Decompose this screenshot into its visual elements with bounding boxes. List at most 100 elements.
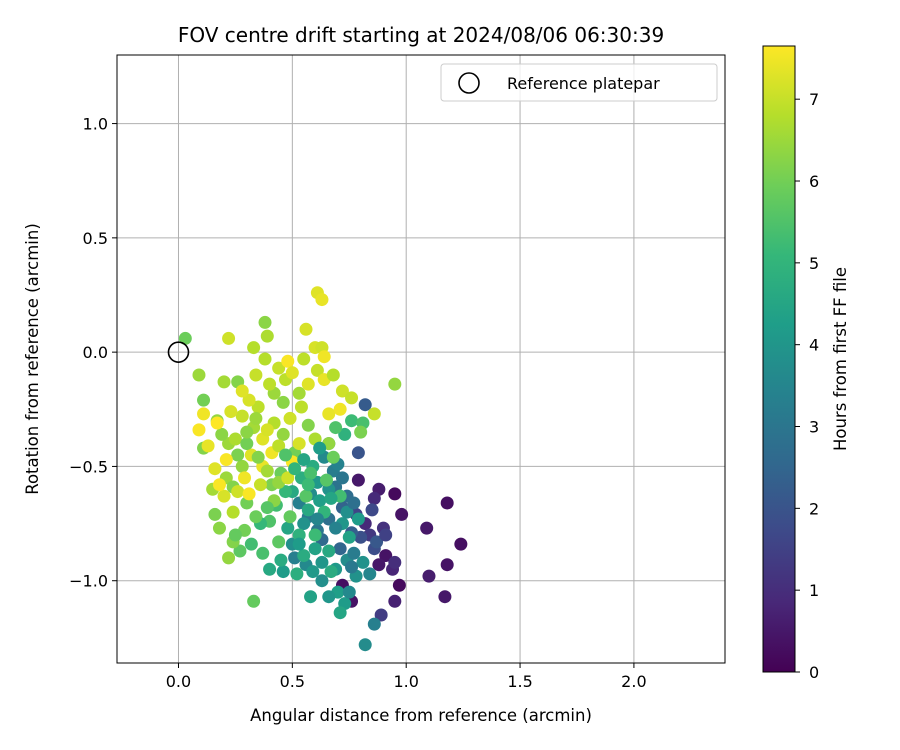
data-point xyxy=(240,425,254,439)
data-point xyxy=(345,414,359,428)
data-point xyxy=(272,439,286,453)
data-point xyxy=(260,501,274,515)
data-point xyxy=(315,555,329,569)
y-tick-label: −0.5 xyxy=(69,457,108,476)
data-point xyxy=(322,590,336,604)
y-axis-title: Rotation from reference (arcmin) xyxy=(23,223,42,495)
data-point xyxy=(388,377,402,391)
data-point xyxy=(351,446,365,460)
data-point xyxy=(370,535,384,549)
data-point xyxy=(249,411,263,425)
data-point xyxy=(258,315,272,329)
data-point xyxy=(392,578,406,592)
colorbar: 0 1 2 3 4 5 6 7 Hours from first FF file xyxy=(762,45,850,682)
data-point xyxy=(379,549,393,563)
chart-title: FOV centre drift starting at 2024/08/06 … xyxy=(178,23,664,47)
data-point xyxy=(351,473,365,487)
data-point xyxy=(317,350,331,364)
data-point xyxy=(279,485,293,499)
legend-box xyxy=(440,63,718,102)
data-point xyxy=(333,606,347,620)
data-point xyxy=(244,537,258,551)
data-point xyxy=(310,363,324,377)
data-point xyxy=(367,617,381,631)
data-point xyxy=(235,459,249,473)
data-point xyxy=(356,555,370,569)
data-point xyxy=(322,544,336,558)
x-tick-label: 1.5 xyxy=(507,672,532,691)
data-point xyxy=(313,494,327,508)
data-point xyxy=(290,567,304,581)
data-point xyxy=(367,491,381,505)
data-point xyxy=(212,521,226,535)
data-point xyxy=(247,341,261,355)
data-point xyxy=(260,329,274,343)
data-point xyxy=(210,416,224,430)
data-point xyxy=(347,546,361,560)
data-point xyxy=(388,555,402,569)
y-tick-label: 0.5 xyxy=(83,229,108,248)
data-point xyxy=(197,407,211,421)
data-point xyxy=(276,565,290,579)
data-point xyxy=(351,512,365,526)
data-point xyxy=(329,421,343,435)
data-point xyxy=(297,453,311,467)
data-point xyxy=(304,590,318,604)
x-axis-title: Angular distance from reference (arcmin) xyxy=(250,706,592,725)
data-point xyxy=(281,354,295,368)
x-tick-label: 0.0 xyxy=(166,672,191,691)
data-point xyxy=(253,478,267,492)
data-point xyxy=(326,368,340,382)
data-point xyxy=(238,471,252,485)
data-point xyxy=(301,478,315,492)
data-point xyxy=(240,437,254,451)
colorbar-tick-label: 6 xyxy=(809,172,819,191)
data-point xyxy=(340,505,354,519)
colorbar-tick-label: 2 xyxy=(809,499,819,518)
data-point xyxy=(372,558,386,572)
data-point xyxy=(297,352,311,366)
x-tick-label: 0.5 xyxy=(280,672,305,691)
data-point xyxy=(395,507,409,521)
data-point xyxy=(272,361,286,375)
data-point xyxy=(306,565,320,579)
data-point xyxy=(283,510,297,524)
colorbar-gradient xyxy=(762,45,796,673)
data-point xyxy=(292,437,306,451)
data-point xyxy=(235,384,249,398)
data-point xyxy=(288,462,302,476)
data-point xyxy=(263,562,277,576)
data-point xyxy=(322,407,336,421)
data-point xyxy=(388,487,402,501)
data-point xyxy=(319,473,333,487)
data-point xyxy=(235,409,249,423)
y-tick-label: 1.0 xyxy=(83,115,108,134)
plot-frame xyxy=(116,54,726,664)
data-point xyxy=(342,530,356,544)
data-point xyxy=(358,638,372,652)
data-point xyxy=(440,558,454,572)
data-point xyxy=(226,505,240,519)
x-tick-label: 2.0 xyxy=(621,672,646,691)
x-axis-ticks: 0.0 0.5 1.0 1.5 2.0 xyxy=(166,663,647,691)
data-point xyxy=(308,528,322,542)
legend-entry-reference: Reference platepar xyxy=(507,74,660,93)
y-tick-label: 0.0 xyxy=(83,343,108,362)
data-point xyxy=(301,377,315,391)
data-point xyxy=(420,521,434,535)
data-point xyxy=(258,352,272,366)
colorbar-tick-label: 3 xyxy=(809,418,819,437)
data-point xyxy=(313,441,327,455)
data-point xyxy=(276,427,290,441)
colorbar-tick-label: 7 xyxy=(809,90,819,109)
data-point xyxy=(299,489,313,503)
data-point xyxy=(242,487,256,501)
data-point xyxy=(224,405,238,419)
data-point xyxy=(279,448,293,462)
data-point xyxy=(212,478,226,492)
data-point xyxy=(310,512,324,526)
data-point xyxy=(335,471,349,485)
data-point xyxy=(345,560,359,574)
data-point xyxy=(217,375,231,389)
